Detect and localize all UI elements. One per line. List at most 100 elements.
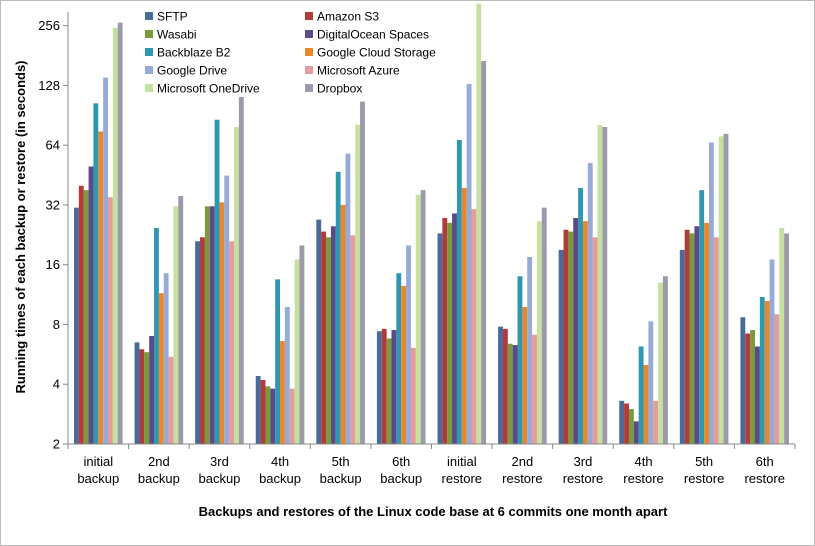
bar bbox=[466, 84, 472, 444]
bar bbox=[326, 237, 331, 444]
bar bbox=[284, 306, 290, 444]
bar bbox=[536, 221, 542, 444]
bar bbox=[442, 218, 448, 444]
legend-label: SFTP bbox=[157, 10, 188, 24]
legend-label: Google Cloud Storage bbox=[317, 46, 436, 60]
bar bbox=[718, 136, 724, 444]
bar bbox=[517, 276, 523, 444]
legend-label: Google Drive bbox=[157, 64, 227, 78]
bar bbox=[653, 400, 659, 444]
x-tick-label: backup bbox=[77, 471, 119, 486]
bar bbox=[624, 403, 629, 444]
legend-label: Amazon S3 bbox=[317, 10, 379, 24]
legend-swatch bbox=[305, 66, 313, 74]
y-tick-label: 16 bbox=[46, 257, 60, 272]
bar bbox=[144, 352, 150, 444]
bar bbox=[784, 233, 789, 444]
bar bbox=[391, 330, 397, 444]
bar bbox=[340, 204, 346, 444]
legend-swatch bbox=[305, 84, 313, 92]
bar bbox=[638, 346, 644, 444]
bar bbox=[452, 213, 457, 444]
bar bbox=[471, 209, 477, 444]
bar bbox=[195, 241, 201, 444]
bar bbox=[386, 338, 392, 444]
bar bbox=[229, 241, 235, 444]
x-tick-label: 4th bbox=[635, 454, 653, 469]
legend-label: Microsoft Azure bbox=[317, 64, 400, 78]
bar bbox=[723, 133, 729, 444]
bar bbox=[662, 276, 668, 444]
x-tick-label: backup bbox=[259, 471, 301, 486]
bar bbox=[406, 245, 411, 444]
bar bbox=[200, 237, 205, 444]
bar bbox=[476, 3, 482, 445]
x-tick-label: restore bbox=[623, 471, 663, 486]
bar bbox=[98, 131, 104, 444]
x-tick-label: restore bbox=[684, 471, 724, 486]
bars-group bbox=[74, 3, 789, 445]
bar bbox=[321, 231, 327, 444]
x-tick-label: restore bbox=[442, 471, 482, 486]
x-tick-label: restore bbox=[563, 471, 603, 486]
bar bbox=[410, 347, 416, 444]
bar bbox=[558, 249, 564, 444]
bar bbox=[163, 273, 169, 444]
y-tick-label: 64 bbox=[46, 138, 60, 153]
bar bbox=[745, 333, 751, 444]
bar bbox=[633, 421, 639, 444]
legend-swatch bbox=[145, 30, 153, 38]
bar bbox=[376, 331, 382, 444]
legend-swatch bbox=[305, 12, 313, 20]
bar bbox=[401, 286, 407, 444]
bar bbox=[78, 185, 84, 444]
bar bbox=[628, 409, 634, 444]
bar bbox=[694, 226, 700, 444]
bar bbox=[299, 245, 305, 444]
bar bbox=[154, 227, 159, 444]
bar bbox=[461, 187, 467, 444]
bar bbox=[219, 202, 225, 444]
legend-label: DigitalOcean Spaces bbox=[317, 28, 429, 42]
bar bbox=[173, 206, 179, 444]
x-tick-label: backup bbox=[320, 471, 362, 486]
y-tick-label: 128 bbox=[38, 78, 60, 93]
y-tick-label: 32 bbox=[46, 197, 60, 212]
bar bbox=[643, 365, 649, 444]
bar bbox=[158, 293, 164, 444]
legend-swatch bbox=[145, 12, 153, 20]
bar bbox=[316, 219, 322, 444]
bar bbox=[740, 317, 746, 444]
x-tick-label: 2nd bbox=[512, 454, 534, 469]
bar bbox=[350, 235, 356, 444]
x-tick-label: backup bbox=[138, 471, 180, 486]
legend: SFTP Amazon S3 Wasabi DigitalOcean Spaces Ba… bbox=[145, 10, 436, 96]
bar bbox=[149, 335, 155, 444]
bar bbox=[335, 171, 341, 444]
bar bbox=[270, 388, 276, 444]
bar bbox=[754, 346, 760, 444]
bar bbox=[713, 237, 719, 444]
x-tick-label: 4th bbox=[271, 454, 289, 469]
bar bbox=[522, 306, 528, 444]
bar bbox=[750, 330, 755, 444]
x-tick-label: 2nd bbox=[148, 454, 170, 469]
bar bbox=[355, 124, 361, 444]
bar bbox=[512, 345, 518, 444]
x-tick-label: restore bbox=[502, 471, 542, 486]
bar bbox=[83, 190, 89, 444]
x-tick-label: backup bbox=[198, 471, 240, 486]
bar bbox=[437, 233, 443, 444]
bar bbox=[527, 256, 533, 444]
legend-label: Wasabi bbox=[157, 28, 197, 42]
bar bbox=[602, 127, 608, 444]
bar bbox=[209, 206, 215, 444]
y-tick-label: 8 bbox=[53, 317, 60, 332]
bar bbox=[330, 226, 336, 444]
bar bbox=[619, 400, 625, 444]
bar bbox=[481, 60, 487, 444]
bar bbox=[587, 163, 593, 444]
bar bbox=[117, 22, 123, 444]
bar bbox=[769, 259, 775, 444]
bar bbox=[134, 342, 140, 444]
